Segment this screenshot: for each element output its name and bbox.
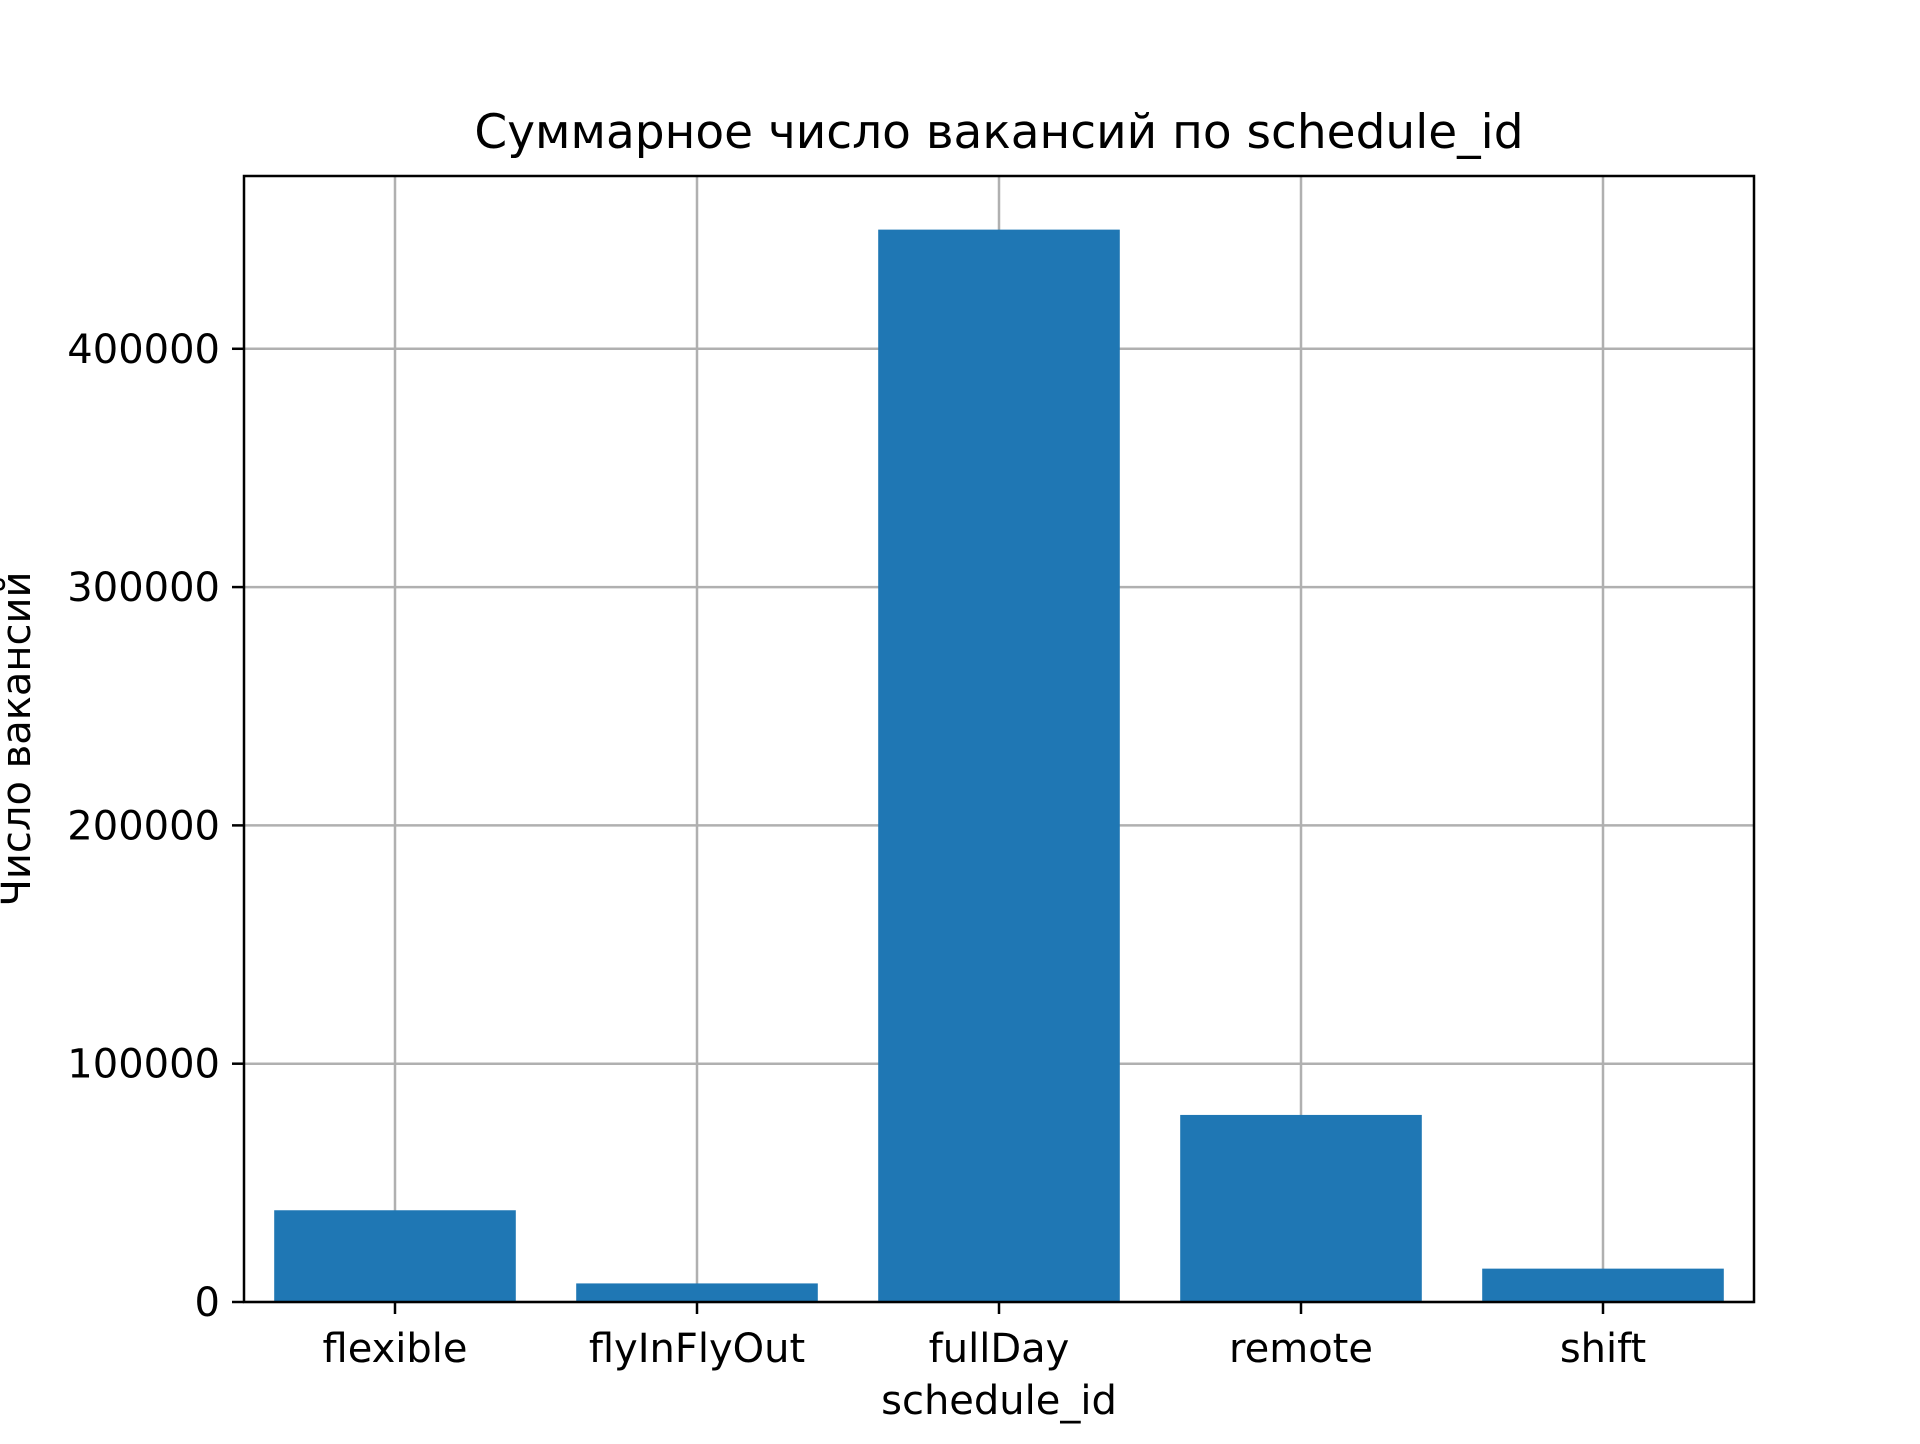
y-axis-label: Число вакансий <box>0 571 40 906</box>
y-tick-label: 400000 <box>67 327 220 373</box>
x-tick-label: shift <box>1560 1326 1646 1372</box>
x-tick-label: flyInFlyOut <box>589 1326 805 1372</box>
x-tick-label: flexible <box>323 1326 468 1372</box>
y-tick-label: 300000 <box>67 565 220 611</box>
bar-shift <box>1482 1268 1724 1302</box>
x-tick-label: remote <box>1229 1326 1373 1372</box>
bar-fullDay <box>878 229 1120 1303</box>
bar-flexible <box>274 1210 516 1302</box>
y-tick-label: 200000 <box>67 803 220 849</box>
y-tick-label: 100000 <box>67 1042 220 1088</box>
y-tick-label: 0 <box>195 1280 220 1326</box>
bar-flyInFlyOut <box>576 1283 818 1302</box>
chart-title: Суммарное число вакансий по schedule_id <box>474 105 1523 160</box>
x-axis-ticks: flexible flyInFlyOut fullDay remote shift <box>323 1302 1646 1372</box>
x-axis-label: schedule_id <box>881 1378 1117 1424</box>
bar-remote <box>1180 1114 1422 1302</box>
x-tick-label: fullDay <box>929 1326 1070 1372</box>
bars-group <box>274 229 1724 1303</box>
y-axis-ticks: 0 100000 200000 300000 400000 <box>67 327 244 1326</box>
